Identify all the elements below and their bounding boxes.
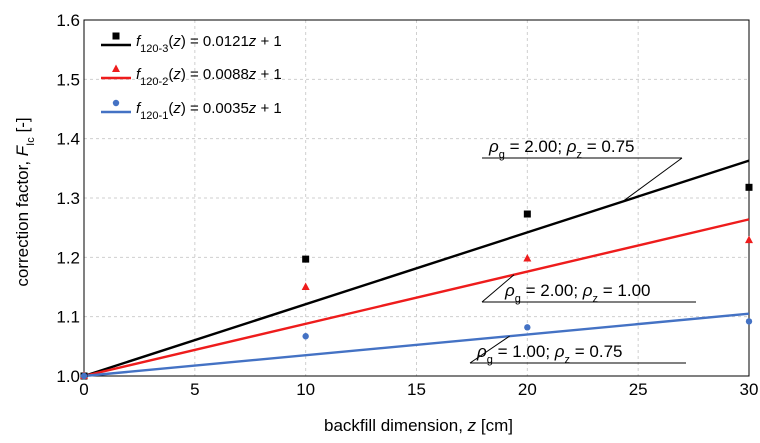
data-point-series-1 xyxy=(745,183,753,191)
legend-item-1: f120-3(z) = 0.0121z + 1 xyxy=(101,32,282,55)
y-tick-label: 1.6 xyxy=(56,11,80,30)
annotation-leader xyxy=(469,335,510,364)
fit-line-1 xyxy=(83,159,750,378)
plot-frame xyxy=(83,19,750,377)
data-point-series-1 xyxy=(302,255,310,263)
legend-marker xyxy=(112,64,120,72)
data-markers xyxy=(80,183,753,380)
legend: f120-3(z) = 0.0121z + 1 f120-2(z) = 0.008… xyxy=(101,32,282,122)
y-tick-label: 1.2 xyxy=(56,248,80,267)
legend-marker xyxy=(112,99,120,107)
data-point-series-2 xyxy=(745,235,753,244)
annotation-1: ρg = 2.00; ρz = 0.75 xyxy=(482,137,683,202)
y-tick-label: 1.4 xyxy=(56,130,80,149)
data-point-series-3 xyxy=(302,333,309,340)
legend-item-2: f120-2(z) = 0.0088z + 1 xyxy=(101,64,282,88)
x-tick-label: 20 xyxy=(518,380,537,399)
annotation-leader xyxy=(622,157,683,202)
data-point-series-3 xyxy=(745,318,753,325)
y-tick-label: 1.5 xyxy=(56,70,80,89)
data-point-series-2 xyxy=(301,282,310,290)
fit-line-2 xyxy=(83,218,750,378)
axis-labels: backfill dimension, z [cm] correction fac… xyxy=(13,117,513,435)
annotation-leader xyxy=(481,274,515,303)
x-tick-label: 10 xyxy=(296,380,315,399)
annotation-label: ρg = 1.00; ρz = 0.75 xyxy=(476,342,623,366)
annotation-3: ρg = 1.00; ρz = 0.75 xyxy=(469,335,686,366)
y-tick-label: 1.0 xyxy=(56,367,80,386)
annotation-label: ρg = 2.00; ρz = 0.75 xyxy=(488,137,635,161)
axes: 0 5 10 15 20 25 30 1.0 1.1 1.2 1.3 1.4 1.5 1.6 xyxy=(56,11,758,399)
y-tick-label: 1.3 xyxy=(56,189,80,208)
annotations: ρg = 2.00; ρz = 0.75 ρg = 2.00; ρz = 1.00… xyxy=(469,137,696,366)
x-tick-label: 25 xyxy=(629,380,648,399)
data-point-series-3 xyxy=(80,372,88,380)
legend-label: f120-3(z) = 0.0121z + 1 xyxy=(136,33,282,55)
annotation-label: ρg = 2.00; ρz = 1.00 xyxy=(504,281,651,305)
grid xyxy=(84,20,749,376)
legend-label: f120-1(z) = 0.0035z + 1 xyxy=(136,100,282,122)
x-tick-label: 30 xyxy=(740,380,759,399)
fit-lines xyxy=(83,159,750,378)
x-axis-title: backfill dimension, z [cm] xyxy=(324,416,513,435)
x-tick-label: 15 xyxy=(407,380,426,399)
y-axis-title: correction factor, FIc [-] xyxy=(13,117,37,286)
legend-item-3: f120-1(z) = 0.0035z + 1 xyxy=(101,99,282,122)
y-tick-label: 1.1 xyxy=(56,308,80,327)
data-point-series-2 xyxy=(523,254,532,262)
x-tick-label: 5 xyxy=(190,380,199,399)
legend-marker xyxy=(112,32,120,40)
data-point-series-3 xyxy=(524,324,531,331)
fit-line-3 xyxy=(83,312,750,378)
x-tick-label: 0 xyxy=(79,380,88,399)
legend-label: f120-2(z) = 0.0088z + 1 xyxy=(136,66,282,88)
data-point-series-1 xyxy=(523,210,531,218)
annotation-2: ρg = 2.00; ρz = 1.00 xyxy=(481,274,696,305)
